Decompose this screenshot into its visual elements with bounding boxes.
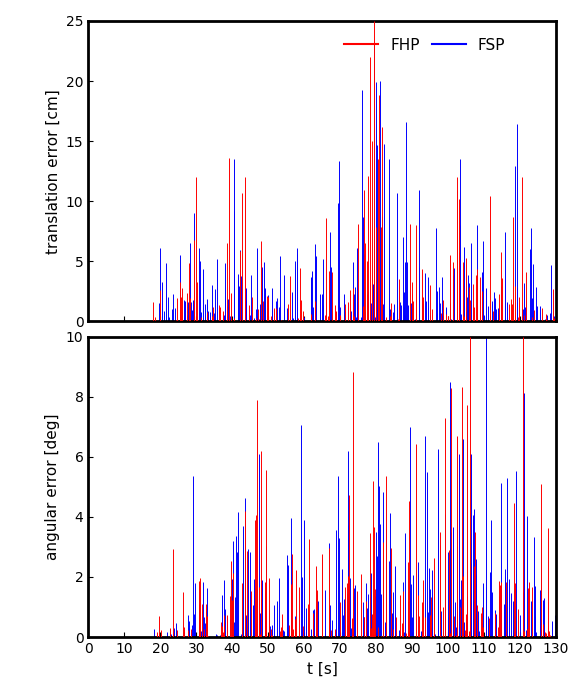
Legend: FHP, FSP: FHP, FSP — [339, 32, 511, 59]
Y-axis label: angular error [deg]: angular error [deg] — [45, 414, 60, 560]
X-axis label: t [s]: t [s] — [307, 662, 337, 676]
Y-axis label: translation error [cm]: translation error [cm] — [45, 89, 60, 253]
